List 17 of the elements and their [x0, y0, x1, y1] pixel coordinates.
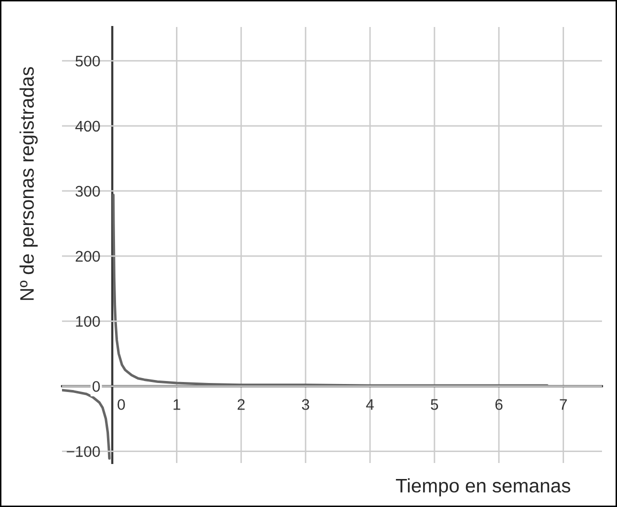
x-tick-label: 3 [302, 399, 310, 410]
x-tick-label: 7 [560, 399, 567, 410]
y-tick-label: −100 [66, 446, 100, 457]
x-tick-label: 2 [238, 399, 245, 410]
x-tick-label: 1 [174, 399, 180, 410]
y-tick-label: 200 [76, 250, 100, 262]
y-tick-label: 0 [92, 381, 100, 392]
x-tick-label: 4 [366, 399, 374, 410]
y-axis-title: Nº de personas registradas [20, 67, 38, 300]
y-tick-label: 100 [76, 316, 100, 327]
y-tick-label: 500 [76, 56, 100, 67]
x-tick-label: 5 [430, 399, 438, 410]
x-tick-label: 0 [118, 399, 125, 410]
x-tick-label: 6 [495, 399, 502, 410]
y-tick-label: 400 [75, 120, 100, 132]
y-tick-label: 300 [76, 186, 100, 197]
x-axis-title: Tiempo en semanas [396, 478, 570, 496]
